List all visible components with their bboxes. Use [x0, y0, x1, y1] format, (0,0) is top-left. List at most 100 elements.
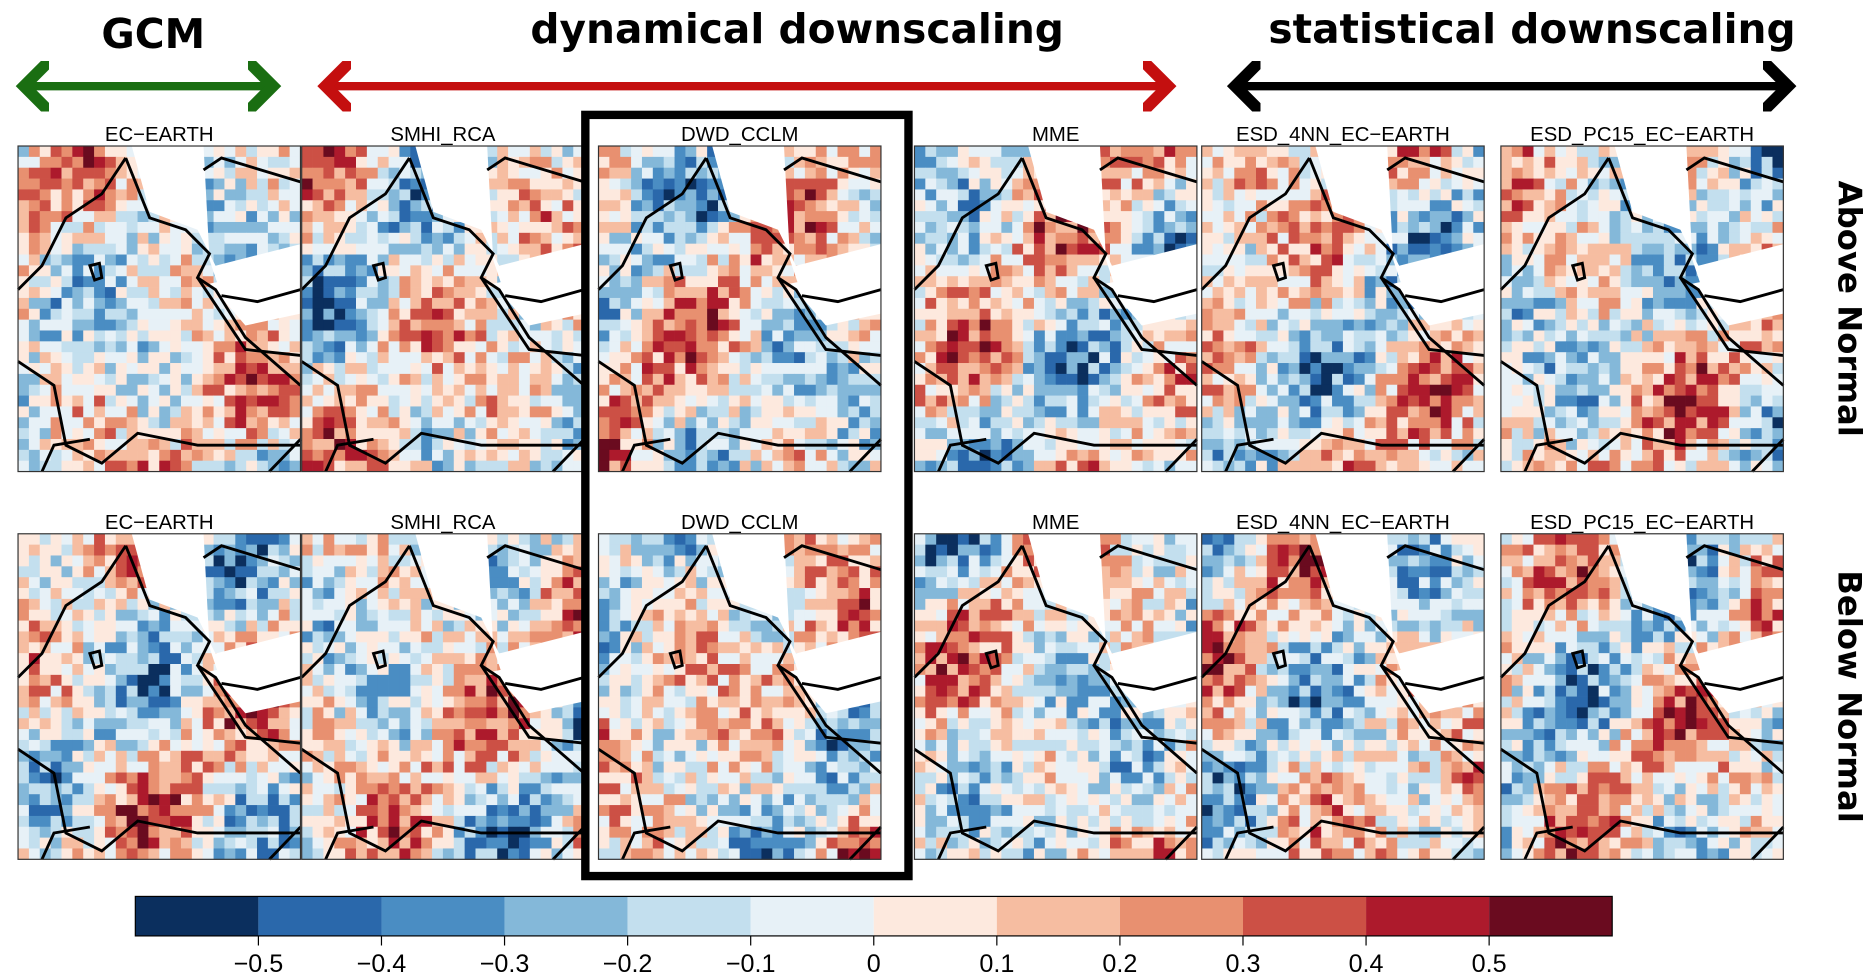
map-cell	[1751, 417, 1762, 428]
map-cell	[980, 157, 991, 168]
map-cell	[105, 610, 116, 621]
map-cell	[246, 599, 257, 610]
map-cell	[1153, 146, 1164, 157]
map-cell	[51, 179, 62, 190]
map-cell	[1213, 450, 1224, 461]
map-cell	[345, 265, 356, 276]
map-cell	[94, 168, 105, 179]
map-cell	[367, 211, 378, 222]
map-cell	[170, 276, 181, 287]
map-cell	[302, 233, 313, 244]
map-cell	[1707, 189, 1718, 200]
map-cell	[541, 461, 552, 472]
map-cell	[1088, 363, 1099, 374]
map-cell	[1512, 222, 1523, 233]
map-cell	[642, 146, 653, 157]
map-cell	[685, 265, 696, 276]
map-cell	[620, 276, 631, 287]
map-cell	[1566, 287, 1577, 298]
map-cell	[367, 330, 378, 341]
map-cell	[159, 374, 170, 385]
map-cell	[257, 179, 268, 190]
map-cell	[313, 287, 324, 298]
map-cell	[94, 599, 105, 610]
map-cell	[61, 320, 72, 331]
map-cell	[1707, 341, 1718, 352]
map-cell	[1707, 428, 1718, 439]
map-cell	[751, 417, 762, 428]
map-cell	[61, 309, 72, 320]
map-cell	[1501, 396, 1512, 407]
map-cell	[519, 233, 530, 244]
map-cell	[105, 352, 116, 363]
map-cell	[1034, 417, 1045, 428]
map-cell	[1289, 189, 1300, 200]
map-cell	[1067, 320, 1078, 331]
map-cell	[1343, 276, 1354, 287]
map-cell	[664, 396, 675, 407]
map-cell	[1213, 200, 1224, 211]
map-cell	[1001, 428, 1012, 439]
map-cell	[552, 211, 563, 222]
map-cell	[1012, 276, 1023, 287]
map-cell	[1441, 428, 1452, 439]
map-cell	[1310, 352, 1321, 363]
map-cell	[1588, 222, 1599, 233]
map-cell	[1045, 406, 1056, 417]
map-cell	[598, 439, 609, 450]
map-cell	[707, 417, 718, 428]
map-cell	[1012, 222, 1023, 233]
map-cell	[609, 298, 620, 309]
map-cell	[609, 320, 620, 331]
map-cell	[696, 200, 707, 211]
map-cell	[1223, 222, 1234, 233]
map-cell	[552, 320, 563, 331]
map-cell	[914, 233, 925, 244]
map-cell	[1343, 363, 1354, 374]
map-cell	[1588, 211, 1599, 222]
map-cell	[214, 461, 225, 472]
map-cell	[1321, 309, 1332, 320]
map-cell	[729, 265, 740, 276]
map-cell	[389, 265, 400, 276]
map-cell	[51, 577, 62, 588]
map-cell	[642, 157, 653, 168]
map-cell	[1121, 450, 1132, 461]
map-cell	[1077, 255, 1088, 266]
map-cell	[1354, 406, 1365, 417]
map-cell	[1012, 406, 1023, 417]
map-cell	[969, 428, 980, 439]
map-cell	[29, 406, 40, 417]
map-cell	[1332, 320, 1343, 331]
map-cell	[508, 363, 519, 374]
map-cell	[1088, 385, 1099, 396]
map-cell	[675, 406, 686, 417]
map-cell	[1675, 255, 1686, 266]
map-cell	[1452, 428, 1463, 439]
map-cell	[958, 330, 969, 341]
map-cell	[181, 396, 192, 407]
map-cell	[696, 396, 707, 407]
map-cell	[794, 417, 805, 428]
map-cell	[268, 428, 279, 439]
map-cell	[685, 320, 696, 331]
map-cell	[870, 417, 881, 428]
map-cell	[486, 450, 497, 461]
map-cell	[443, 287, 454, 298]
map-cell	[761, 374, 772, 385]
map-cell	[1620, 255, 1631, 266]
map-cell	[181, 374, 192, 385]
map-cell	[631, 168, 642, 179]
map-cell	[224, 610, 235, 621]
map-cell	[1762, 157, 1773, 168]
map-cell	[410, 320, 421, 331]
map-cell	[1473, 341, 1484, 352]
map-cell	[1343, 298, 1354, 309]
map-cell	[1299, 341, 1310, 352]
map-cell	[664, 179, 675, 190]
map-cell	[740, 309, 751, 320]
map-cell	[816, 200, 827, 211]
map-cell	[1555, 276, 1566, 287]
map-cell	[761, 298, 772, 309]
map-cell	[29, 417, 40, 428]
